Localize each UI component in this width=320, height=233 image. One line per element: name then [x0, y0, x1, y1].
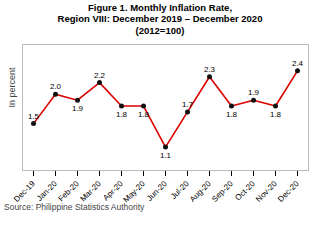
svg-text:2.0: 2.0 — [50, 82, 62, 91]
svg-text:1.8: 1.8 — [116, 110, 128, 119]
svg-text:2.3: 2.3 — [204, 65, 216, 74]
svg-text:Jan-20: Jan-20 — [35, 179, 59, 202]
svg-text:Aug-20: Aug-20 — [188, 179, 213, 202]
svg-text:1.7: 1.7 — [182, 100, 194, 109]
svg-text:1.9: 1.9 — [248, 88, 260, 97]
html-text:Source: Philippine Statistics: Source: Philippine Statistics Authority — [4, 202, 145, 213]
svg-text:1.1: 1.1 — [160, 151, 172, 160]
svg-text:Dec-20: Dec-20 — [276, 179, 301, 202]
svg-text:Jun-20: Jun-20 — [145, 179, 169, 202]
svg-text:1.8: 1.8 — [226, 110, 238, 119]
svg-text:1.8: 1.8 — [270, 110, 282, 119]
svg-text:2.4: 2.4 — [292, 59, 304, 68]
svg-text:Mar-20: Mar-20 — [78, 179, 103, 202]
svg-text:May-20: May-20 — [121, 179, 147, 202]
svg-text:1.8: 1.8 — [138, 110, 150, 119]
svg-text:In percent: In percent — [7, 67, 17, 108]
svg-text:1.5: 1.5 — [28, 112, 40, 121]
svg-text:1.9: 1.9 — [72, 104, 84, 113]
svg-text:2.2: 2.2 — [94, 71, 106, 80]
html-text:Figure 1. Monthly Inflation Ra: Figure 1. Monthly Inflation Rate, Region… — [57, 2, 263, 36]
svg-text:Feb-20: Feb-20 — [56, 179, 81, 202]
svg-text:Sep-20: Sep-20 — [210, 179, 235, 202]
svg-text:Jul-20: Jul-20 — [168, 179, 191, 202]
svg-text:Dec-19: Dec-19 — [12, 179, 37, 202]
svg-text:Nov-20: Nov-20 — [254, 179, 279, 202]
svg-text:Oct-20: Oct-20 — [233, 179, 257, 202]
